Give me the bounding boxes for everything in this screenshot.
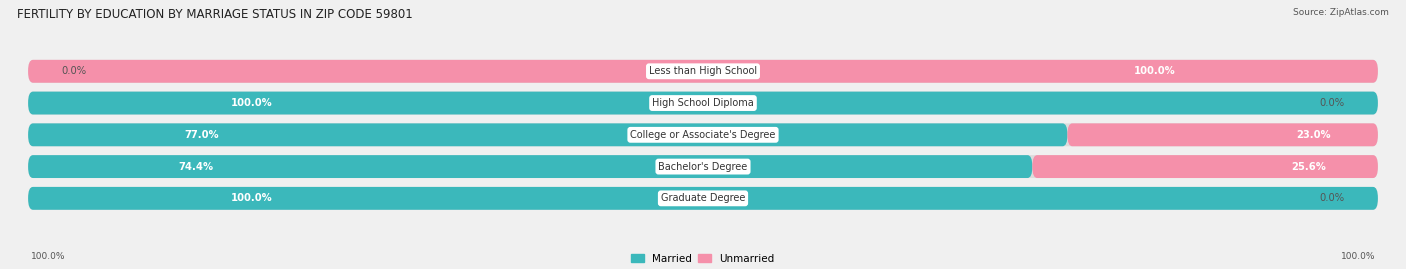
Text: 100.0%: 100.0% — [1340, 252, 1375, 261]
FancyBboxPatch shape — [28, 92, 1378, 115]
Text: Source: ZipAtlas.com: Source: ZipAtlas.com — [1294, 8, 1389, 17]
Text: 23.0%: 23.0% — [1296, 130, 1331, 140]
Text: 77.0%: 77.0% — [184, 130, 219, 140]
Text: 100.0%: 100.0% — [231, 193, 273, 203]
FancyBboxPatch shape — [28, 187, 1378, 210]
FancyBboxPatch shape — [28, 155, 1378, 178]
Text: College or Associate's Degree: College or Associate's Degree — [630, 130, 776, 140]
Legend: Married, Unmarried: Married, Unmarried — [631, 254, 775, 264]
Text: 100.0%: 100.0% — [231, 98, 273, 108]
FancyBboxPatch shape — [28, 187, 1378, 210]
FancyBboxPatch shape — [28, 92, 1378, 115]
Text: 74.4%: 74.4% — [179, 162, 214, 172]
Text: 25.6%: 25.6% — [1291, 162, 1326, 172]
Text: 0.0%: 0.0% — [62, 66, 87, 76]
Text: 100.0%: 100.0% — [1133, 66, 1175, 76]
FancyBboxPatch shape — [28, 123, 1067, 146]
Text: Less than High School: Less than High School — [650, 66, 756, 76]
Text: 100.0%: 100.0% — [31, 252, 66, 261]
Text: Bachelor's Degree: Bachelor's Degree — [658, 162, 748, 172]
Text: 0.0%: 0.0% — [1319, 193, 1344, 203]
FancyBboxPatch shape — [28, 60, 1378, 83]
FancyBboxPatch shape — [1067, 123, 1378, 146]
FancyBboxPatch shape — [28, 60, 1378, 83]
FancyBboxPatch shape — [1032, 155, 1378, 178]
FancyBboxPatch shape — [28, 155, 1032, 178]
Text: FERTILITY BY EDUCATION BY MARRIAGE STATUS IN ZIP CODE 59801: FERTILITY BY EDUCATION BY MARRIAGE STATU… — [17, 8, 412, 21]
Text: 0.0%: 0.0% — [1319, 98, 1344, 108]
Text: Graduate Degree: Graduate Degree — [661, 193, 745, 203]
Text: High School Diploma: High School Diploma — [652, 98, 754, 108]
FancyBboxPatch shape — [28, 123, 1378, 146]
